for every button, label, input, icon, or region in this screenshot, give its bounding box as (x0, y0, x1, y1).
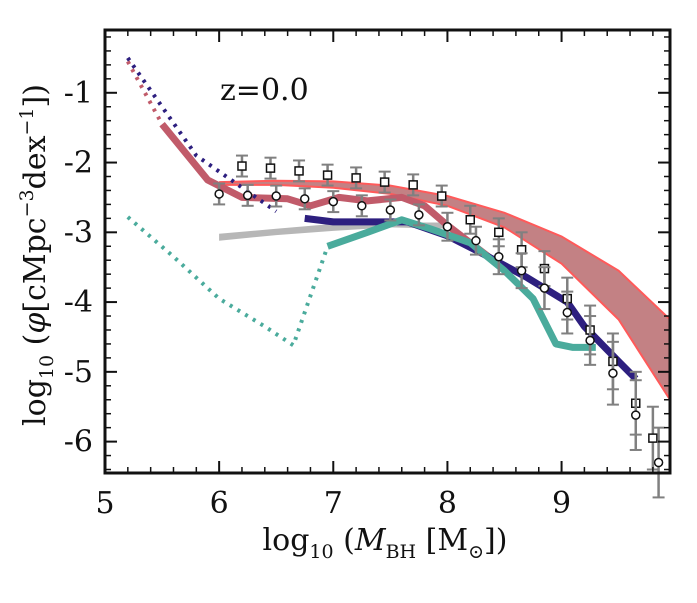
series-2-solid-line (326, 216, 596, 351)
square-data-point (379, 177, 390, 187)
circle-data-point (585, 335, 595, 346)
y-axis-label: log10 (φ[cMpc−3dex−1]) (16, 84, 58, 426)
plot-frame (103, 28, 672, 475)
circle-data-point (214, 189, 224, 199)
series-1-dotted-line (126, 56, 278, 214)
plot-area (126, 56, 671, 499)
circle-data-point (539, 283, 550, 293)
y-tick-label: -5 (64, 355, 93, 390)
series-0-dotted-line (126, 60, 164, 126)
square-data-point (237, 161, 247, 171)
circle-data-point (242, 190, 253, 201)
square-data-point (265, 163, 276, 173)
x-tick-label: 5 (95, 486, 114, 521)
circle-data-point (471, 235, 481, 246)
circle-data-point (271, 191, 281, 201)
square-data-point (648, 433, 658, 443)
y-tick-label: -6 (64, 425, 93, 460)
circle-data-point (494, 251, 504, 262)
y-tick-label: -3 (64, 215, 93, 250)
x-tick-label: 7 (324, 486, 343, 521)
circle-data-point (299, 194, 310, 204)
y-tick-label: -4 (64, 285, 93, 320)
circle-data-point (357, 201, 367, 211)
x-tick-label: 8 (438, 486, 457, 521)
circle-data-point (385, 205, 396, 215)
square-data-point (494, 227, 504, 238)
square-data-point (294, 166, 304, 176)
x-tick-label: 9 (552, 486, 571, 521)
series-2-dotted-line (126, 215, 330, 349)
square-data-point (322, 170, 333, 180)
x-axis-label: log10 (MBH [M⊙]) (263, 523, 508, 563)
circle-data-point (328, 196, 339, 207)
circle-data-point (516, 265, 527, 276)
square-data-point (408, 180, 418, 190)
y-tick-label: -2 (64, 146, 93, 181)
circle-data-point (653, 457, 664, 468)
circle-data-point (442, 221, 453, 232)
circle-data-point (631, 410, 641, 420)
square-data-point (436, 191, 447, 201)
redshift-annotation: z=0.0 (220, 73, 309, 108)
square-data-point (465, 215, 476, 225)
circle-data-point (414, 210, 424, 220)
x-tick-label: 6 (210, 486, 229, 521)
y-tick-label: -1 (64, 76, 93, 111)
square-data-point (351, 173, 361, 183)
circle-data-point (608, 368, 618, 378)
circle-data-point (562, 307, 573, 318)
